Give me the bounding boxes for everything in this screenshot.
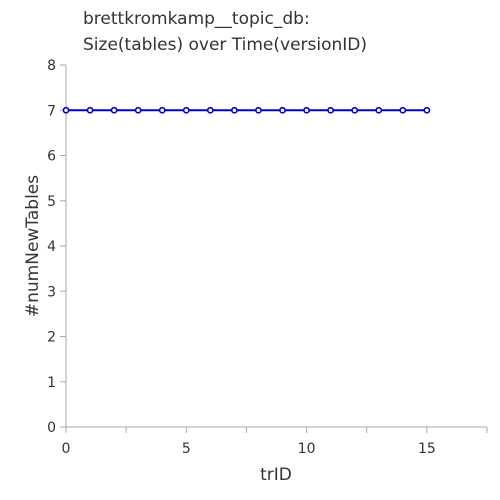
data-point — [351, 106, 359, 114]
data-point — [423, 106, 431, 114]
x-ticks: 0 5 10 15 — [62, 427, 488, 457]
data-point — [110, 106, 118, 114]
y-tick-label: 7 — [47, 103, 56, 119]
data-point — [62, 106, 70, 114]
y-tick-label: 3 — [47, 284, 56, 300]
x-axis-label: trID — [260, 465, 292, 485]
data-point — [206, 106, 214, 114]
axes — [65, 65, 487, 428]
y-tick-label: 6 — [47, 149, 56, 165]
y-tick-label: 1 — [47, 375, 56, 391]
data-point — [375, 106, 383, 114]
data-point — [86, 106, 94, 114]
x-tick-label: 10 — [298, 441, 316, 457]
data-point — [230, 106, 238, 114]
data-point — [158, 106, 166, 114]
chart-title-line-1: brettkromkamp__topic_db: — [83, 9, 310, 29]
chart-title-line-2: Size(tables) over Time(versionID) — [83, 35, 367, 55]
y-tick-label: 5 — [47, 194, 56, 210]
y-axis-label: #numNewTables — [23, 175, 43, 317]
data-point — [399, 106, 407, 114]
y-tick-label: 0 — [47, 420, 56, 436]
x-tick-label: 0 — [62, 441, 71, 457]
data-point — [134, 106, 142, 114]
y-ticks: 0 1 2 3 4 5 6 7 8 — [47, 58, 66, 436]
data-point — [279, 106, 286, 114]
x-tick-label: 15 — [418, 441, 436, 457]
x-tick-label: 5 — [182, 441, 191, 457]
data-point — [255, 106, 262, 114]
series-layer — [62, 106, 431, 114]
y-tick-label: 4 — [47, 239, 56, 255]
y-tick-label: 2 — [47, 330, 56, 346]
data-point — [303, 106, 310, 114]
data-point — [327, 106, 335, 114]
y-tick-label: 8 — [47, 58, 56, 74]
data-point — [182, 106, 190, 114]
